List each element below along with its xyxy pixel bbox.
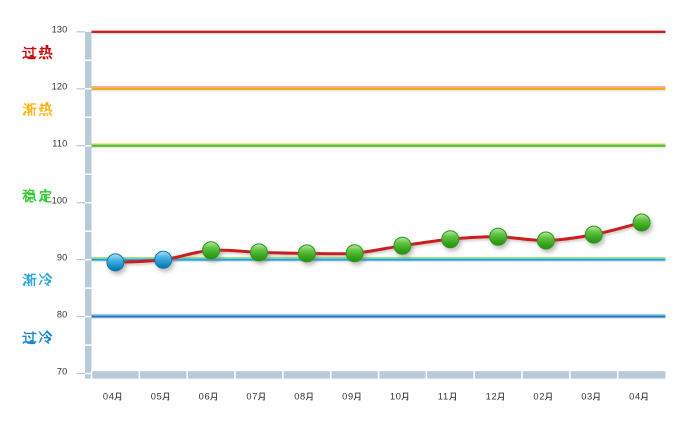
- svg-text:11: 11: [438, 392, 449, 402]
- svg-text:07: 07: [246, 392, 258, 402]
- svg-text:10: 10: [390, 392, 402, 402]
- svg-text:100: 100: [52, 196, 68, 206]
- svg-text:80: 80: [57, 309, 68, 319]
- svg-text:90: 90: [57, 252, 68, 262]
- svg-text:03: 03: [581, 392, 593, 402]
- svg-text:02: 02: [533, 392, 545, 402]
- svg-text:120: 120: [52, 82, 68, 92]
- svg-text:05: 05: [151, 392, 163, 402]
- svg-text:12: 12: [486, 392, 498, 402]
- svg-text:110: 110: [52, 139, 67, 149]
- svg-text:09: 09: [342, 392, 354, 402]
- svg-text:04: 04: [103, 392, 115, 402]
- svg-text:04: 04: [629, 392, 641, 402]
- svg-text:130: 130: [52, 25, 68, 35]
- svg-text:70: 70: [57, 366, 68, 376]
- svg-text:08: 08: [294, 392, 306, 402]
- svg-text:06: 06: [199, 392, 211, 402]
